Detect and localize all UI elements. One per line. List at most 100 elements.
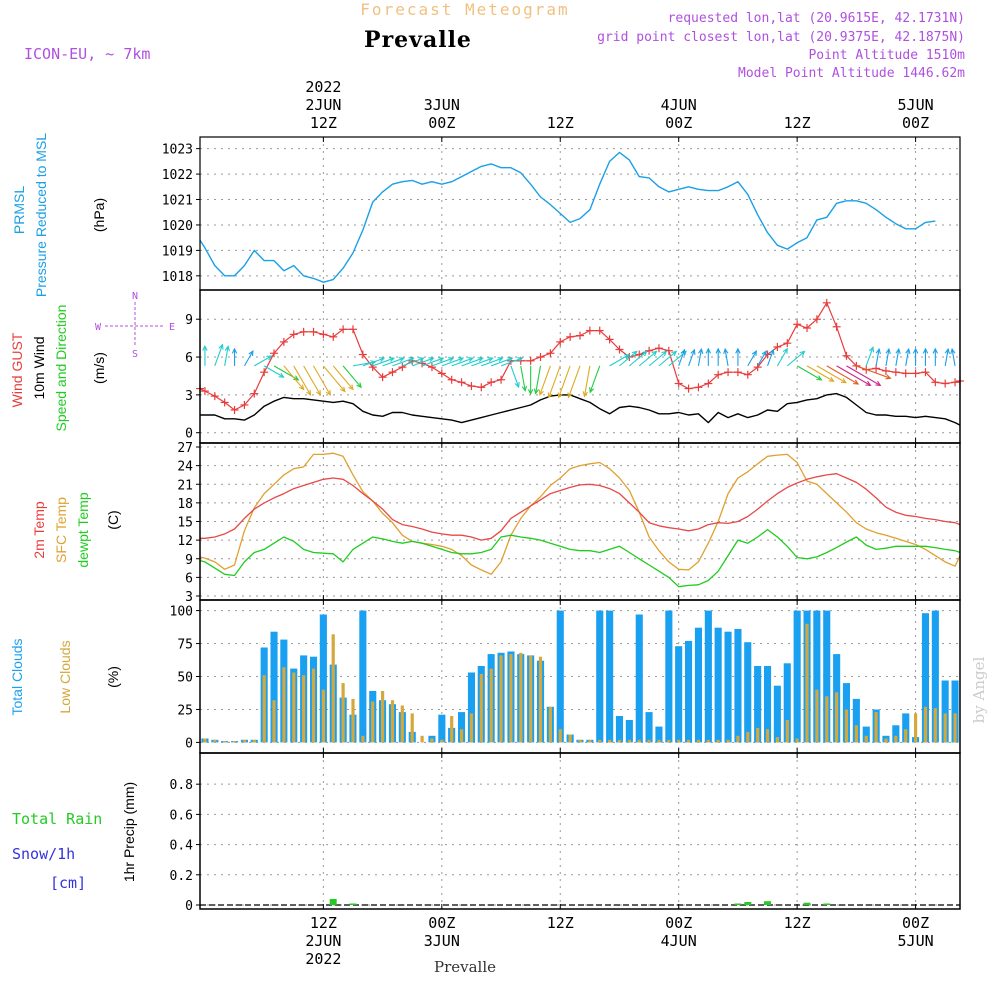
wind-arrow-head [557,392,563,399]
wind-arrow [342,365,362,388]
low-cloud-bar [677,739,681,743]
y-tick-label: 0 [185,899,193,914]
low-cloud-bar [469,713,473,743]
wind-arrow-head [723,347,729,355]
wind-arrow [402,357,424,367]
total-cloud-bar [951,680,959,743]
wind-arrow-head [885,374,892,380]
wind-arrow [421,357,444,367]
y-tick-label: 0 [185,736,193,751]
wind-arrow-head [315,389,322,397]
total-cloud-bar [615,716,623,743]
total-cloud-bar [783,663,791,743]
temp-dewpt-label: dewpt Temp [75,492,91,567]
wind-arrow-head [853,379,860,385]
wind-arrow-head [398,357,405,363]
wind-arrow [224,346,229,366]
total-cloud-bar [675,646,683,743]
wind-arrow-head [348,384,354,391]
top-time-label: 12Z [784,114,811,132]
wind-arrow [786,350,805,367]
wind-arrow-head [497,357,504,363]
wind-arrow [619,350,638,367]
total-cloud-bar [734,629,742,743]
low-cloud-bar [410,713,414,743]
wind-arrow [382,357,404,367]
wind-arrow-head [624,353,631,360]
y-tick-label: 9 [185,553,193,568]
footer-location: Prevalle [434,958,496,976]
low-clouds-label: Low Clouds [57,640,73,713]
low-cloud-bar [687,739,691,743]
low-cloud-bar [371,701,375,743]
low-cloud-bar [223,741,227,743]
wind-arrow-head [840,378,847,384]
wind-arrow-head [735,347,741,354]
wind-arrow [688,349,695,367]
wind-arrow [441,357,464,367]
wind-arrow [583,365,591,397]
low-cloud-bar [588,739,592,743]
wind-arrow [243,350,254,367]
rain-bar [764,901,771,905]
low-cloud-bar [381,691,385,743]
rain-bar [803,902,811,905]
low-cloud-bar [282,667,286,743]
low-cloud-bar [242,739,246,743]
wind-arrow-head [248,349,254,357]
wind-arrow-head [231,347,238,354]
wind-arrow [510,365,520,388]
low-cloud-bar [953,713,957,743]
low-cloud-bar [864,735,868,743]
wind-arrow-head [690,348,696,355]
total-cloud-bar [852,698,860,743]
total-cloud-bar [773,685,781,743]
wind-arrow [724,349,729,366]
wind-arrow [697,349,702,366]
low-cloud-bar [854,725,858,743]
low-cloud-bar [943,713,947,743]
wind-arrow-head [582,391,588,398]
wind-arrow [658,350,677,367]
prmsl-label: PRMSL [11,186,27,234]
y-tick-label: 18 [177,497,193,512]
y-tick-label: 0.6 [170,808,193,823]
low-cloud-bar [805,623,809,743]
total-cloud-bar [714,627,722,743]
wind-arrow-head [378,357,386,363]
total-cloud-bar [862,726,870,743]
top-time-label: 12Z [547,114,574,132]
y-tick-label: 1020 [162,219,193,234]
wind-gust-label: Wind GUST [9,332,25,407]
low-cloud-bar [785,720,789,743]
top-time-label: 00Z [665,114,692,132]
top-time-label: 00Z [902,114,929,132]
total-cloud-bar [635,614,643,743]
total-cloud-bar [665,610,673,743]
total-cloud-bar [606,610,614,743]
y-tick-label: 75 [177,638,193,653]
wind-arrow-head [715,347,721,354]
wind-arrow-head [816,375,823,381]
wind-arrow [895,349,900,366]
y-tick-label: 6 [185,351,193,366]
low-cloud-bar [460,729,464,743]
temp-2m-label: 2m Temp [31,501,47,559]
wind-arrow-head [340,386,346,393]
y-tick-label: 12 [177,534,193,549]
low-cloud-bar [795,738,799,743]
speed-direction-label: Speed and Direction [53,305,69,432]
wind-arrow [885,349,890,366]
wind-arrow [303,365,321,396]
model-altitude: Model Point Altitude 1446.62m [738,66,965,81]
y-tick-label: 6 [185,571,193,586]
wind-arrow [548,365,561,398]
wind-arrow [263,365,284,378]
low-cloud-bar [519,652,523,743]
low-cloud-bar [509,654,513,743]
wind-arrow-head [306,389,312,397]
panel-1: 0 3 6 9 [185,290,960,443]
total-cloud-bar [921,613,929,743]
y-tick-label: 1021 [162,194,193,209]
wind-arrow-head [875,380,882,387]
